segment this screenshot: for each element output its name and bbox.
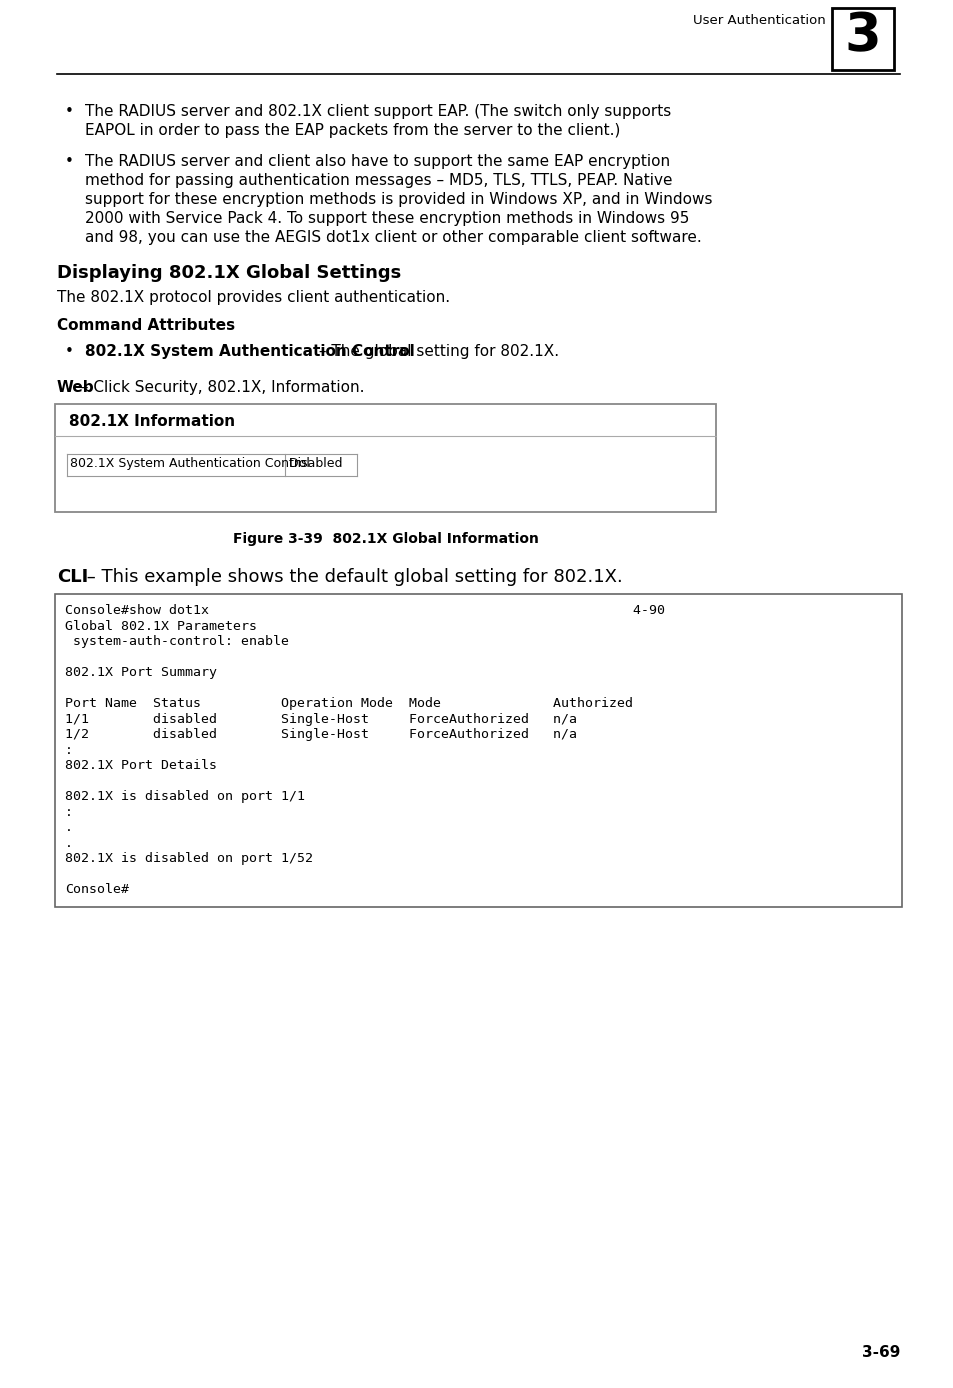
Text: – This example shows the default global setting for 802.1X.: – This example shows the default global … bbox=[81, 568, 622, 586]
Text: 802.1X System Authentication Control: 802.1X System Authentication Control bbox=[70, 457, 310, 471]
Text: EAPOL in order to pass the EAP packets from the server to the client.): EAPOL in order to pass the EAP packets f… bbox=[85, 124, 619, 137]
Text: •: • bbox=[65, 344, 73, 359]
Text: and 98, you can use the AEGIS dot1x client or other comparable client software.: and 98, you can use the AEGIS dot1x clie… bbox=[85, 230, 701, 246]
Text: :: : bbox=[65, 744, 73, 756]
Text: method for passing authentication messages – MD5, TLS, TTLS, PEAP. Native: method for passing authentication messag… bbox=[85, 174, 672, 187]
Text: The RADIUS server and 802.1X client support EAP. (The switch only supports: The RADIUS server and 802.1X client supp… bbox=[85, 104, 671, 119]
Text: .: . bbox=[65, 820, 73, 834]
Text: Command Attributes: Command Attributes bbox=[57, 318, 234, 333]
Text: Web: Web bbox=[57, 380, 94, 396]
Text: 802.1X Port Summary: 802.1X Port Summary bbox=[65, 666, 216, 679]
Text: Figure 3-39  802.1X Global Information: Figure 3-39 802.1X Global Information bbox=[233, 532, 537, 545]
Bar bbox=[55, 404, 716, 512]
Text: 3-69: 3-69 bbox=[861, 1345, 899, 1360]
Text: •: • bbox=[65, 104, 73, 119]
Text: 2000 with Service Pack 4. To support these encryption methods in Windows 95: 2000 with Service Pack 4. To support the… bbox=[85, 211, 689, 226]
Text: User Authentication: User Authentication bbox=[693, 14, 825, 26]
Text: The RADIUS server and client also have to support the same EAP encryption: The RADIUS server and client also have t… bbox=[85, 154, 669, 169]
Text: The 802.1X protocol provides client authentication.: The 802.1X protocol provides client auth… bbox=[57, 290, 450, 305]
Text: Port Name  Status          Operation Mode  Mode              Authorized: Port Name Status Operation Mode Mode Aut… bbox=[65, 697, 633, 711]
Text: 802.1X Information: 802.1X Information bbox=[69, 414, 234, 429]
Text: .: . bbox=[65, 837, 73, 849]
Text: 802.1X System Authentication Control: 802.1X System Authentication Control bbox=[85, 344, 415, 359]
Text: 802.1X is disabled on port 1/52: 802.1X is disabled on port 1/52 bbox=[65, 852, 313, 865]
Text: 1/1        disabled        Single-Host     ForceAuthorized   n/a: 1/1 disabled Single-Host ForceAuthorized… bbox=[65, 712, 577, 726]
Text: Console#: Console# bbox=[65, 883, 129, 897]
Text: CLI: CLI bbox=[57, 568, 89, 586]
Text: :: : bbox=[65, 805, 73, 819]
Text: 1/2        disabled        Single-Host     ForceAuthorized   n/a: 1/2 disabled Single-Host ForceAuthorized… bbox=[65, 727, 577, 741]
Text: Displaying 802.1X Global Settings: Displaying 802.1X Global Settings bbox=[57, 264, 401, 282]
Text: 802.1X Port Details: 802.1X Port Details bbox=[65, 759, 216, 772]
Text: Global 802.1X Parameters: Global 802.1X Parameters bbox=[65, 619, 256, 633]
Bar bbox=[55, 594, 901, 906]
Text: •: • bbox=[65, 154, 73, 169]
Text: 3: 3 bbox=[843, 10, 881, 62]
Text: support for these encryption methods is provided in Windows XP, and in Windows: support for these encryption methods is … bbox=[85, 192, 712, 207]
Text: – The global setting for 802.1X.: – The global setting for 802.1X. bbox=[314, 344, 558, 359]
Text: 802.1X is disabled on port 1/1: 802.1X is disabled on port 1/1 bbox=[65, 790, 305, 804]
Bar bbox=[831, 8, 893, 69]
Text: Disabled: Disabled bbox=[289, 457, 343, 471]
Text: – Click Security, 802.1X, Information.: – Click Security, 802.1X, Information. bbox=[76, 380, 364, 396]
Text: Console#show dot1x                                                     4-90: Console#show dot1x 4-90 bbox=[65, 604, 664, 618]
Text: system-auth-control: enable: system-auth-control: enable bbox=[65, 634, 289, 648]
